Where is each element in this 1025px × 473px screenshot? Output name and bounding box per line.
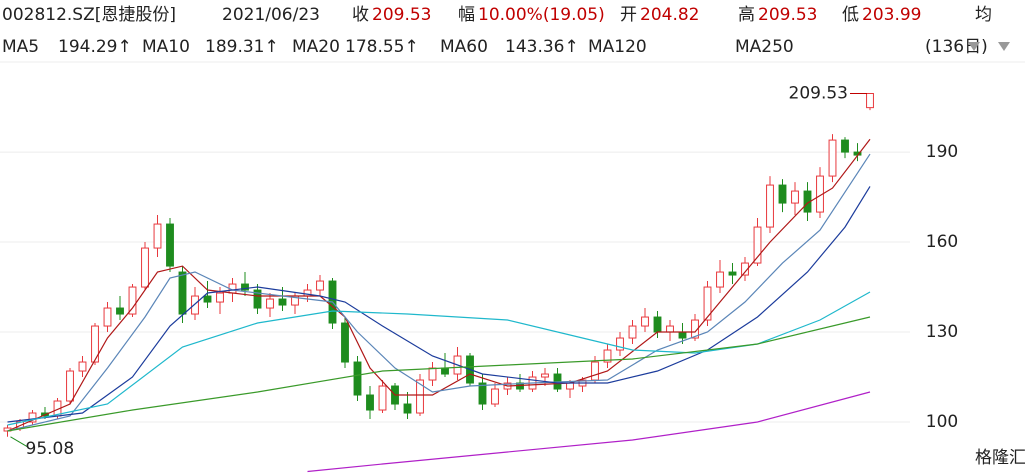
y-tick-label: 160 (926, 232, 958, 252)
quote-value: 203.99 (862, 5, 921, 25)
quote-label: 高 (738, 5, 755, 25)
candle-body (666, 325, 674, 333)
candle-body (728, 271, 737, 276)
candle-body (653, 316, 662, 333)
candle-body (616, 337, 624, 351)
quote-value: 204.82 (640, 5, 699, 25)
legend-name: MA5 (2, 37, 39, 57)
dropdown-icon[interactable] (968, 42, 980, 51)
ma-line (307, 391, 871, 473)
candle-body (266, 298, 274, 309)
candle-body (66, 370, 74, 402)
quote-value: 209.53 (758, 5, 817, 25)
quote-label: 开 (620, 5, 637, 25)
candle-body (253, 289, 262, 309)
candle-body (691, 319, 699, 339)
candle-body (191, 295, 199, 315)
watermark: 格隆汇 (975, 448, 1025, 468)
candle-body (203, 295, 212, 303)
candle-body (141, 247, 149, 288)
quote-label: 低 (842, 5, 859, 25)
ma-line (7, 186, 871, 423)
candle-body (478, 382, 487, 405)
legend-name: MA10 (142, 37, 190, 57)
legend-name: MA120 (588, 37, 647, 57)
candle-body (716, 271, 724, 288)
candle-body (153, 223, 162, 249)
candle-body (828, 139, 837, 177)
candle-body (866, 93, 874, 109)
candle-body (341, 322, 349, 363)
candle-body (628, 325, 637, 339)
candle-body (703, 286, 712, 321)
quote-label: 收 (352, 5, 369, 25)
candle-body (316, 280, 324, 291)
candle-body (366, 394, 374, 411)
annotation-leader (10, 436, 28, 448)
ma-line (7, 153, 871, 432)
candle-body (28, 412, 37, 423)
candle-body (428, 367, 437, 381)
candle-body (128, 286, 137, 315)
candle-body (116, 307, 124, 315)
candle-body (166, 223, 174, 267)
candle-body (541, 373, 549, 378)
candle-body (491, 388, 499, 405)
candle-body (841, 139, 849, 153)
period: (136日) (925, 37, 988, 57)
legend-name: MA60 (440, 37, 488, 57)
candle-body (241, 283, 249, 291)
candle-body (603, 349, 612, 363)
annotation: 95.08 (26, 439, 75, 459)
candle-body (641, 316, 649, 327)
candle-body (353, 361, 362, 396)
legend-value: 143.36↑ (505, 37, 579, 57)
candle-body (791, 190, 799, 204)
candle-body (441, 367, 449, 375)
dropdown-icon[interactable] (998, 42, 1010, 51)
ma-line (7, 316, 871, 432)
annotation: 209.53 (789, 84, 848, 104)
y-tick-label: 190 (926, 142, 958, 162)
ma-line (7, 138, 871, 432)
legend-value: 189.31↑ (205, 37, 279, 57)
candle-body (91, 325, 99, 363)
candle-body (753, 226, 762, 264)
candle-body (678, 331, 687, 339)
y-tick-label: 130 (926, 322, 958, 342)
quote-value: 10.00%(19.05) (478, 5, 605, 25)
candle-body (766, 184, 774, 228)
quote-label: 幅 (458, 5, 475, 25)
candle-body (103, 307, 112, 327)
candle-body (741, 262, 749, 276)
date: 2021/06/23 (222, 5, 320, 25)
candle-body (566, 382, 574, 390)
candle-body (78, 361, 87, 372)
candle-body (403, 403, 412, 414)
legend-name: MA20 (292, 37, 340, 57)
legend-value: 194.29↑ (58, 37, 132, 57)
candle-body (778, 184, 787, 204)
legend-value: 178.55↑ (345, 37, 419, 57)
y-tick-label: 100 (926, 412, 958, 432)
candle-body (216, 292, 224, 303)
stock-title: 002812.SZ[恩捷股份] (2, 5, 176, 25)
legend-name: MA250 (735, 37, 794, 57)
candle-body (378, 385, 387, 411)
candle-body (278, 298, 287, 306)
quote-label: 均 (975, 5, 992, 25)
quote-value: 209.53 (372, 5, 431, 25)
candle-body (591, 361, 599, 381)
candle-body (178, 271, 187, 315)
candle-body (416, 379, 424, 414)
